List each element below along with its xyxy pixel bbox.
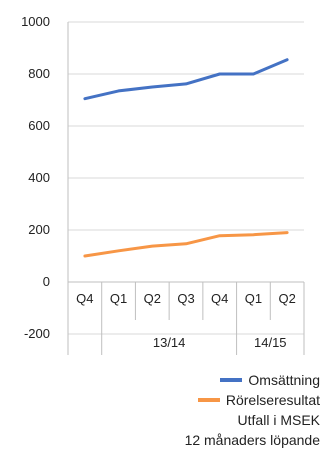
legend-item-rorelseresultat: Rörelseresultat bbox=[185, 390, 320, 410]
x-tick-label: Q2 bbox=[278, 291, 295, 306]
x-tick-label: Q4 bbox=[76, 291, 93, 306]
x-tick-label: Q2 bbox=[144, 291, 161, 306]
legend-label-omsattning: Omsättning bbox=[248, 372, 320, 388]
x-tick-label: Q3 bbox=[177, 291, 194, 306]
legend-note-period: 12 månaders löpande bbox=[184, 432, 320, 448]
legend-swatch-omsattning bbox=[220, 378, 243, 382]
legend-swatch-rorelseresultat bbox=[197, 398, 220, 402]
y-tick-label: -200 bbox=[24, 326, 50, 341]
y-tick-label: 600 bbox=[28, 118, 50, 133]
x-tick-label: Q1 bbox=[245, 291, 262, 306]
y-axis: 1000 800 600 400 200 0 -200 bbox=[21, 14, 69, 355]
line-chart: 1000 800 600 400 200 0 -200 Q4 Q1 Q2 Q3 Q4 Q1 Q2 13/1… bbox=[21, 14, 305, 355]
series-line-1 bbox=[83, 231, 289, 258]
series-lines bbox=[83, 58, 289, 258]
legend-note-unit: Utfall i MSEK bbox=[237, 412, 320, 428]
series-line-0 bbox=[83, 58, 289, 101]
y-tick-label: 400 bbox=[28, 170, 50, 185]
x-tick-label: Q4 bbox=[211, 291, 228, 306]
y-tick-label: 1000 bbox=[21, 14, 50, 29]
legend-label-rorelseresultat: Rörelseresultat bbox=[225, 392, 320, 408]
y-tick-label: 200 bbox=[28, 222, 50, 237]
x-axis: Q4 Q1 Q2 Q3 Q4 Q1 Q2 13/14 14/15 bbox=[67, 281, 305, 355]
x-group-label: 14/15 bbox=[254, 335, 287, 350]
x-tick-label: Q1 bbox=[110, 291, 127, 306]
y-tick-label: 800 bbox=[28, 66, 50, 81]
x-group-label: 13/14 bbox=[153, 335, 186, 350]
legend: Omsättning Rörelseresultat Utfall i MSEK… bbox=[185, 370, 320, 450]
legend-item-omsattning: Omsättning bbox=[185, 370, 320, 390]
y-tick-label: 0 bbox=[43, 274, 50, 289]
